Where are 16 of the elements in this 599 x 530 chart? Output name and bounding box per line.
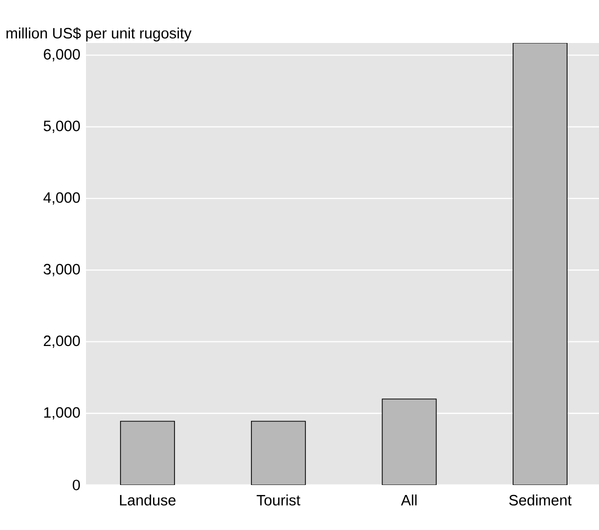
bar — [382, 398, 437, 485]
bar — [250, 420, 306, 485]
bar — [512, 42, 568, 485]
y-tick-label: 4,000 — [43, 192, 80, 205]
x-tick-label: Tourist — [256, 494, 300, 506]
y-axis-title: million US$ per unit rugosity — [6, 27, 192, 42]
x-tick-label: All — [400, 494, 417, 506]
bar — [120, 420, 175, 485]
y-tick-label: 0 — [72, 480, 80, 490]
x-tick-label: Landuse — [120, 494, 176, 506]
y-tick-label: 2,000 — [44, 336, 80, 348]
x-tick-label: Sediment — [509, 494, 572, 506]
y-tick-label: 1,000 — [44, 407, 80, 420]
y-tick-label: 6,000 — [44, 48, 80, 62]
y-tick-label: 3,000 — [44, 264, 80, 276]
y-tick-label: 5,000 — [44, 120, 80, 133]
